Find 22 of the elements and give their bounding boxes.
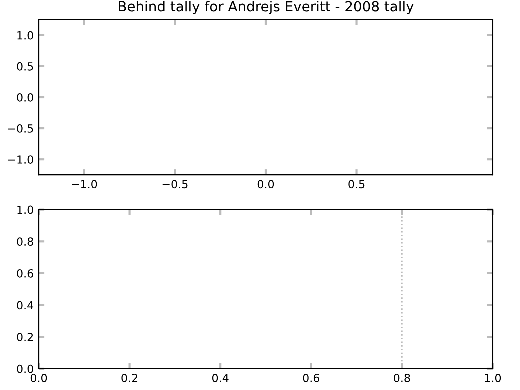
x-tick-label: −1.0 [72,180,98,189]
x-tick-label: 0.4 [212,374,229,382]
y-tick-label: 0.6 [17,269,34,278]
y-tick-label: 0.4 [17,301,34,310]
x-tick-label: 0.5 [348,180,365,189]
y-tick-label: 1.0 [18,206,34,214]
x-tick-label: 0.8 [394,374,410,382]
y-tick-label: 0.8 [17,238,34,246]
y-tick-label: 0.0 [17,93,34,102]
y-tick-label: 0.5 [17,62,34,71]
x-tick-label: 0.0 [258,180,274,189]
y-tick-label: −0.5 [8,124,34,133]
x-tick-label: 0.6 [303,374,320,382]
x-tick-label: 0.0 [30,374,48,382]
chart-title: Behind tally for Andrejs Everitt - 2008 tally [119,1,414,14]
y-tick-label: 0.2 [17,333,34,342]
x-tick-label: −0.5 [162,180,188,189]
x-tick-label: 1.0 [485,374,502,382]
y-tick-label: 0.0 [17,364,34,374]
y-tick-label: −1.0 [8,156,34,164]
y-tick-label: 1.0 [18,31,34,40]
x-tick-label: 0.2 [122,374,138,382]
